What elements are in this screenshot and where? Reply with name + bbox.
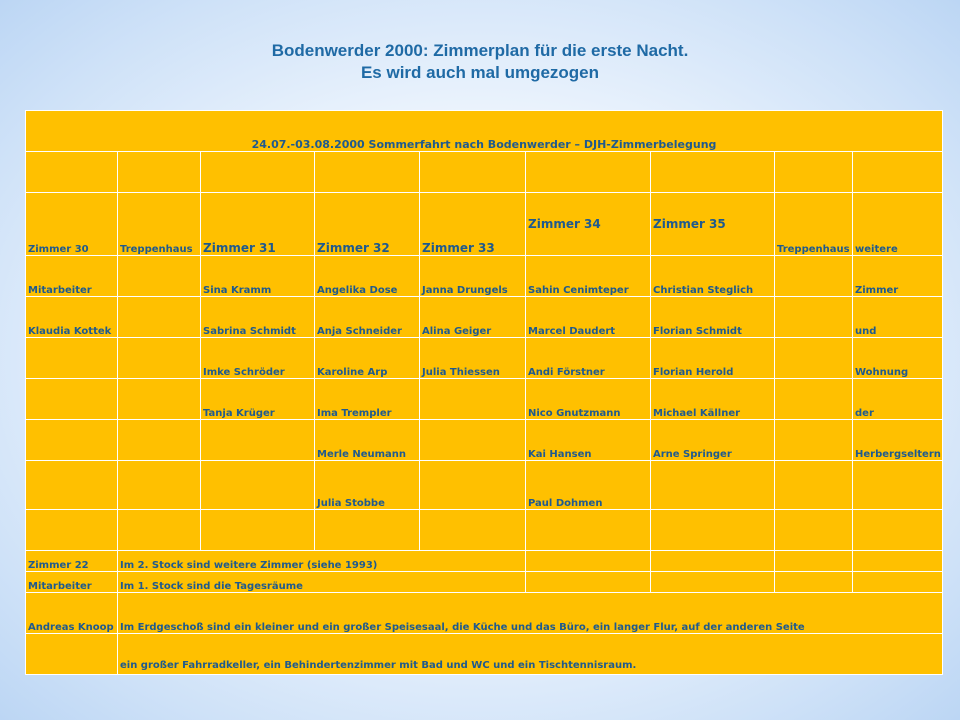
room-header-34: Zimmer 34 xyxy=(525,192,651,256)
left-cell-zimmer30: Zimmer 30 xyxy=(25,192,118,256)
occupant-cell: Michael Källner xyxy=(650,378,775,420)
left-cell-klaudia: Klaudia Kottek xyxy=(25,296,118,338)
occupant-cell: Julia Stobbe xyxy=(314,460,420,510)
table-row: Zimmer 22 Im 2. Stock sind weitere Zimme… xyxy=(25,550,944,572)
room-header-33: Zimmer 33 xyxy=(419,192,526,256)
table-row: Julia Stobbe Paul Dohmen xyxy=(25,460,944,510)
room-plan-table: 24.07.-03.08.2000 Sommerfahrt nach Boden… xyxy=(24,110,944,675)
table-row: Klaudia Kottek Sabrina Schmidt Anja Schn… xyxy=(25,296,944,338)
occupant-cell: Sahin Cenimteper xyxy=(525,255,651,297)
occupant-cell: Florian Herold xyxy=(650,337,775,379)
footer-andreas: Andreas Knoop xyxy=(25,592,118,634)
right-cell-und: und xyxy=(851,296,944,338)
footer-mitarbeiter: Mitarbeiter xyxy=(25,571,118,593)
table-row: Zimmer 30 Treppenhaus Zimmer 31 Zimmer 3… xyxy=(25,192,944,256)
occupant-cell: Christian Steglich xyxy=(650,255,775,297)
stairs-right: Treppenhaus xyxy=(774,192,853,256)
table-row xyxy=(25,151,944,193)
room-header-35: Zimmer 35 xyxy=(650,192,775,256)
occupant-cell: Paul Dohmen xyxy=(525,460,651,510)
right-cell-weitere: weitere xyxy=(851,192,944,256)
right-cell-zimmer: Zimmer xyxy=(851,255,944,297)
footer-note-eg1: Im Erdgeschoß sind ein kleiner und ein g… xyxy=(116,592,944,634)
table-row: Imke Schröder Karoline Arp Julia Thiesse… xyxy=(25,337,944,379)
occupant-cell: Kai Hansen xyxy=(525,419,651,461)
right-cell-der: der xyxy=(851,378,944,420)
title-line-1: Bodenwerder 2000: Zimmerplan für die ers… xyxy=(271,41,689,60)
table-row: 24.07.-03.08.2000 Sommerfahrt nach Boden… xyxy=(24,110,944,152)
occupant-cell: Imke Schröder xyxy=(200,337,315,379)
table-header: 24.07.-03.08.2000 Sommerfahrt nach Boden… xyxy=(24,110,944,152)
table-row: Mitarbeiter Im 1. Stock sind die Tagesrä… xyxy=(25,571,944,593)
footer-zimmer22: Zimmer 22 xyxy=(25,550,118,572)
footer-note-2stock: Im 2. Stock sind weitere Zimmer (siehe 1… xyxy=(117,550,526,572)
table-row: Mitarbeiter Sina Kramm Angelika Dose Jan… xyxy=(25,255,944,297)
occupant-cell: Alina Geiger xyxy=(419,296,526,338)
table-row xyxy=(25,509,944,551)
occupant-cell: Nico Gnutzmann xyxy=(525,378,651,420)
slide-title: Bodenwerder 2000: Zimmerplan für die ers… xyxy=(0,40,960,84)
room-header-32: Zimmer 32 xyxy=(314,192,420,256)
occupant-cell: Sina Kramm xyxy=(200,255,315,297)
footer-note-eg2: ein großer Fahrradkeller, ein Behinderte… xyxy=(116,633,944,675)
title-line-2: Es wird auch mal umgezogen xyxy=(360,63,600,82)
occupant-cell: Julia Thiessen xyxy=(419,337,526,379)
occupant-cell: Andi Förstner xyxy=(525,337,651,379)
table-row: ein großer Fahrradkeller, ein Behinderte… xyxy=(25,633,944,675)
occupant-cell: Anja Schneider xyxy=(314,296,420,338)
occupant-cell: Merle Neumann xyxy=(314,419,420,461)
left-cell-mitarbeiter: Mitarbeiter xyxy=(25,255,118,297)
right-cell-herbergseltern: Herbergseltern xyxy=(851,419,944,461)
occupant-cell: Tanja Krüger xyxy=(200,378,315,420)
occupant-cell: Florian Schmidt xyxy=(650,296,775,338)
stairs-left: Treppenhaus xyxy=(117,192,201,256)
table-row: Tanja Krüger Ima Trempler Nico Gnutzmann… xyxy=(25,378,944,420)
room-header-31: Zimmer 31 xyxy=(200,192,315,256)
table-row: Andreas Knoop Im Erdgeschoß sind ein kle… xyxy=(25,592,944,634)
occupant-cell: Arne Springer xyxy=(650,419,775,461)
occupant-cell: Ima Trempler xyxy=(314,378,420,420)
occupant-cell: Janna Drungels xyxy=(419,255,526,297)
right-cell-wohnung: Wohnung xyxy=(851,337,944,379)
occupant-cell: Sabrina Schmidt xyxy=(200,296,315,338)
occupant-cell: Marcel Daudert xyxy=(525,296,651,338)
footer-note-1stock: Im 1. Stock sind die Tagesräume xyxy=(117,571,526,593)
table-row: Merle Neumann Kai Hansen Arne Springer H… xyxy=(25,419,944,461)
occupant-cell: Angelika Dose xyxy=(314,255,420,297)
occupant-cell: Karoline Arp xyxy=(314,337,420,379)
